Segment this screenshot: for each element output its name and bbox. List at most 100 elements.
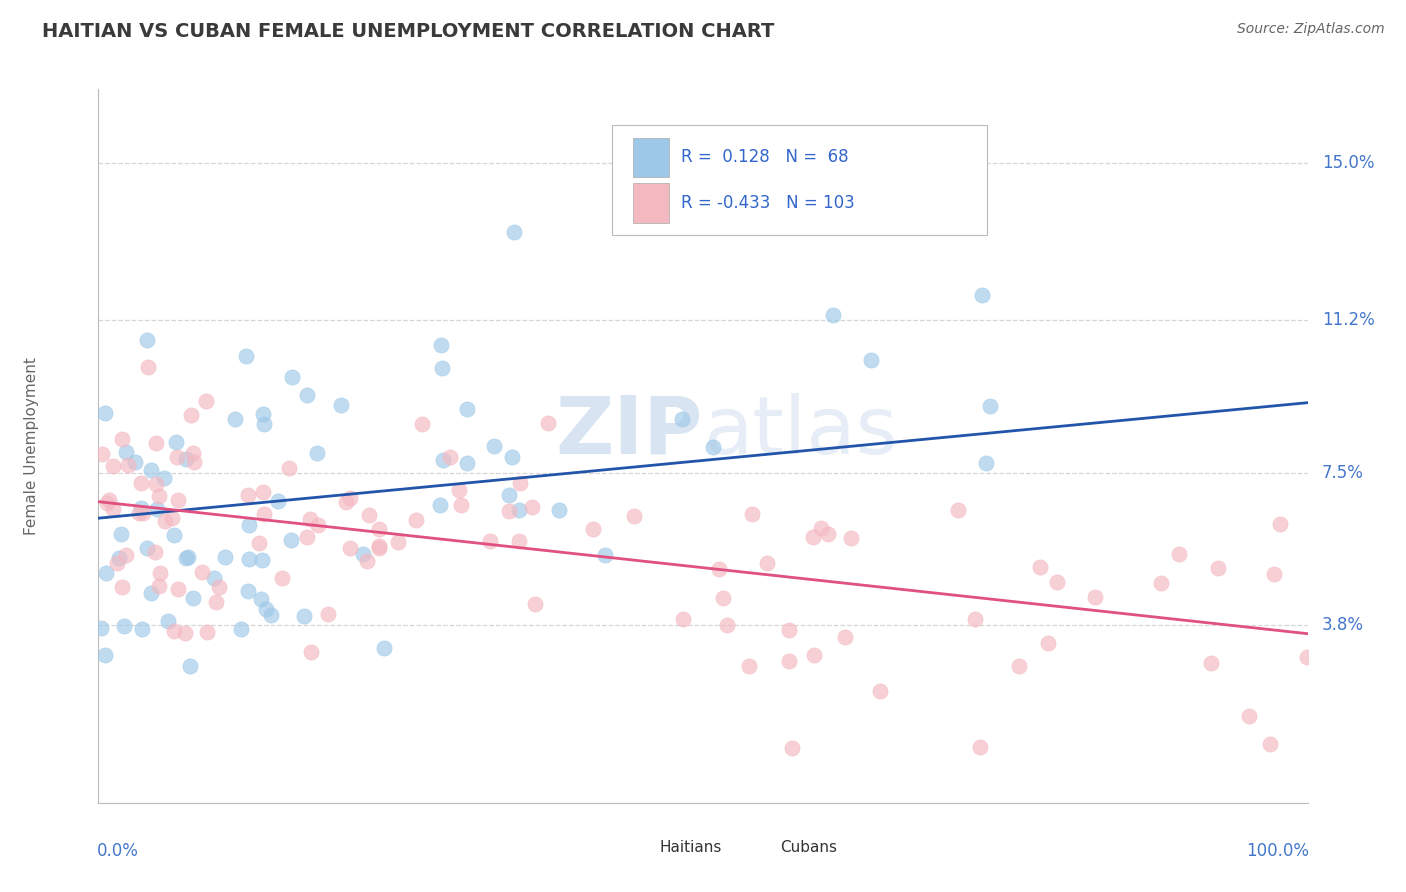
Point [141,462,163,476]
Point [97,492,120,507]
Point [183,455,205,469]
Point [307,518,329,533]
Point [508,534,530,549]
Point [238,552,260,566]
Point [305,446,328,460]
Text: HAITIAN VS CUBAN FEMALE UNEMPLOYMENT CORRELATION CHART: HAITIAN VS CUBAN FEMALE UNEMPLOYMENT COR… [42,22,775,41]
Point [157,614,180,628]
Point [143,544,166,558]
Point [253,508,276,522]
Point [1150,576,1173,591]
Point [537,416,560,430]
Point [101,501,124,516]
Point [250,592,273,607]
Point [166,450,188,465]
Point [548,503,571,517]
Point [1268,517,1291,532]
Point [280,533,302,547]
Point [194,394,217,409]
Point [131,622,153,636]
Point [181,446,204,460]
Point [176,452,198,467]
Point [208,580,231,594]
Point [247,536,270,550]
Point [204,571,226,585]
Point [738,658,761,673]
Point [817,526,839,541]
Text: Haitians: Haitians [659,840,721,855]
Point [176,551,198,566]
Point [131,476,153,491]
Point [367,539,389,553]
Point [132,506,155,520]
FancyBboxPatch shape [613,125,987,235]
Point [91,447,114,461]
Point [136,360,159,375]
Point [501,450,523,464]
Point [90,621,112,635]
Point [524,597,547,611]
Point [166,493,188,508]
Point [672,611,695,625]
Point [115,548,138,562]
Point [298,512,321,526]
Point [111,433,134,447]
Point [112,618,135,632]
Point [174,626,197,640]
Point [1167,547,1189,561]
Point [108,551,131,566]
Point [821,308,844,322]
Point [148,489,170,503]
Point [252,485,274,500]
Point [270,571,292,585]
Point [278,461,301,475]
Point [711,591,734,605]
Point [356,554,378,568]
Point [593,548,616,562]
Point [253,417,276,431]
Point [1258,737,1281,751]
Text: Source: ZipAtlas.com: Source: ZipAtlas.com [1237,22,1385,37]
Text: 15.0%: 15.0% [1322,154,1375,172]
Point [204,595,226,609]
Point [741,507,763,521]
Point [965,612,987,626]
Point [778,623,800,637]
Point [860,353,883,368]
Point [316,607,339,621]
Point [115,445,138,459]
Text: Cubans: Cubans [780,840,838,855]
Point [153,514,176,528]
Point [139,585,162,599]
Text: R = -0.433   N = 103: R = -0.433 N = 103 [682,194,855,212]
Point [498,504,520,518]
Point [235,349,257,363]
Text: 3.8%: 3.8% [1322,616,1364,634]
Point [1084,590,1107,604]
FancyBboxPatch shape [745,838,775,856]
Point [339,491,361,506]
Point [335,495,357,509]
Text: 11.2%: 11.2% [1322,311,1375,329]
Point [498,488,520,502]
Point [1237,709,1260,723]
Point [969,740,991,755]
Point [780,741,803,756]
Point [970,288,993,302]
Point [450,498,472,512]
Point [180,409,202,423]
FancyBboxPatch shape [624,838,654,856]
Point [195,624,218,639]
Point [163,528,186,542]
Point [671,411,693,425]
FancyBboxPatch shape [633,137,669,177]
Point [214,550,236,565]
Point [229,622,252,636]
Point [447,483,470,498]
Point [373,640,395,655]
Point [224,412,246,426]
Point [352,547,374,561]
Point [96,496,118,510]
Point [429,498,451,512]
Text: atlas: atlas [703,392,897,471]
